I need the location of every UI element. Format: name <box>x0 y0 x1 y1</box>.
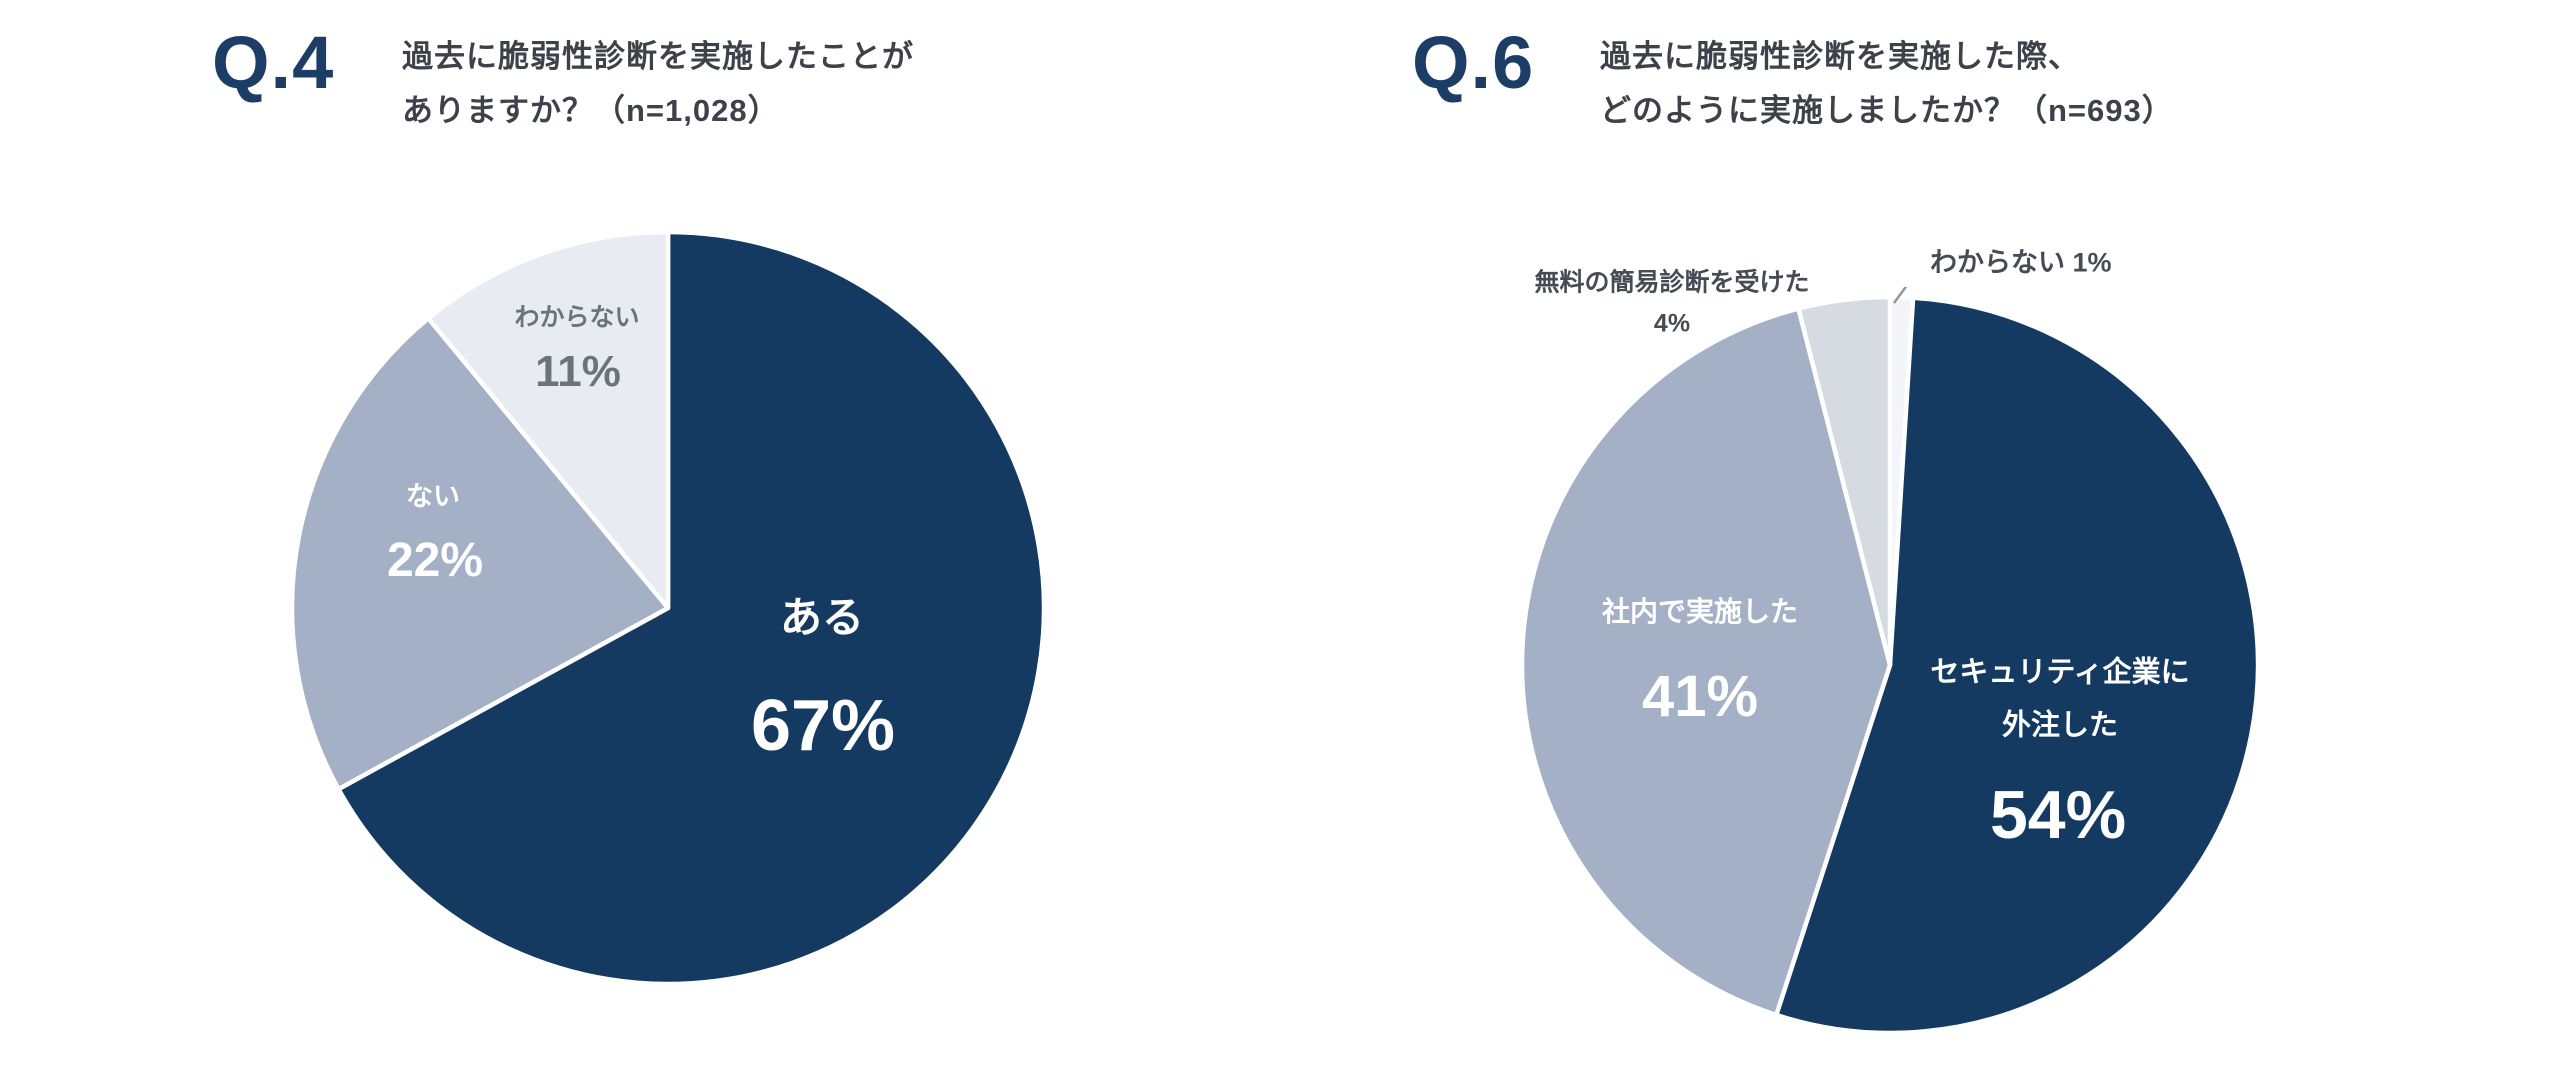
q4-slice-label-aru: ある <box>779 594 865 641</box>
q4-title: 過去に脆弱性診断を実施したことが ありますか？（n=1,028） <box>402 30 914 138</box>
q4-slice-value-aru: 67% <box>750 686 896 766</box>
q6-slice-value-shanai: 41% <box>1641 664 1759 729</box>
pie-slices <box>1519 294 2261 1036</box>
q6-title-line2: どのように実施しましたか？（n=693） <box>1600 93 2174 128</box>
q4-slice-label-nai: ない <box>406 481 460 512</box>
q4-label: Q.4 <box>212 21 335 104</box>
wakaranai-leader-line <box>1892 287 1908 304</box>
q6-slice-label-muryou: 無料の簡易診断を受けた <box>1534 268 1810 297</box>
pie-slice-1 <box>1774 295 2261 1036</box>
q6-title: 過去に脆弱性診断を実施した際、 どのように実施しましたか？（n=693） <box>1600 30 2174 138</box>
q6-title-line1: 過去に脆弱性診断を実施した際、 <box>1600 39 2080 74</box>
q4-title-line1: 過去に脆弱性診断を実施したことが <box>402 39 914 74</box>
q4-slice-label-wakaranai: わからない <box>514 303 640 332</box>
q6-slice-value-security: 54% <box>1989 777 2127 853</box>
q4-title-line2: ありますか？（n=1,028） <box>402 93 780 128</box>
q6-slice-label-security-line1: セキュリティ企業に <box>1930 656 2190 689</box>
q6-slice-label-shanai: 社内で実施した <box>1601 596 1799 627</box>
q6-callout-wakaranai: わからない 1% <box>1930 247 2112 278</box>
q4-pie-chart <box>289 229 1047 987</box>
pie-slice-0 <box>336 229 1047 987</box>
pie-slice-1 <box>289 316 671 792</box>
q6-slice-value-muryou: 4% <box>1653 309 1691 338</box>
q4-slice-value-wakaranai: 11% <box>535 347 621 396</box>
q6-slice-label-security-line2: 外注した <box>2001 709 2119 742</box>
pie-slice-2 <box>426 229 671 611</box>
q6-pie-chart <box>1519 287 2261 1036</box>
pie-slice-2 <box>1519 306 1893 1018</box>
pie-slice-3 <box>1796 294 1893 668</box>
q6-label: Q.6 <box>1412 21 1535 104</box>
pie-slices <box>289 229 1047 987</box>
q4-slice-value-nai: 22% <box>386 534 484 587</box>
